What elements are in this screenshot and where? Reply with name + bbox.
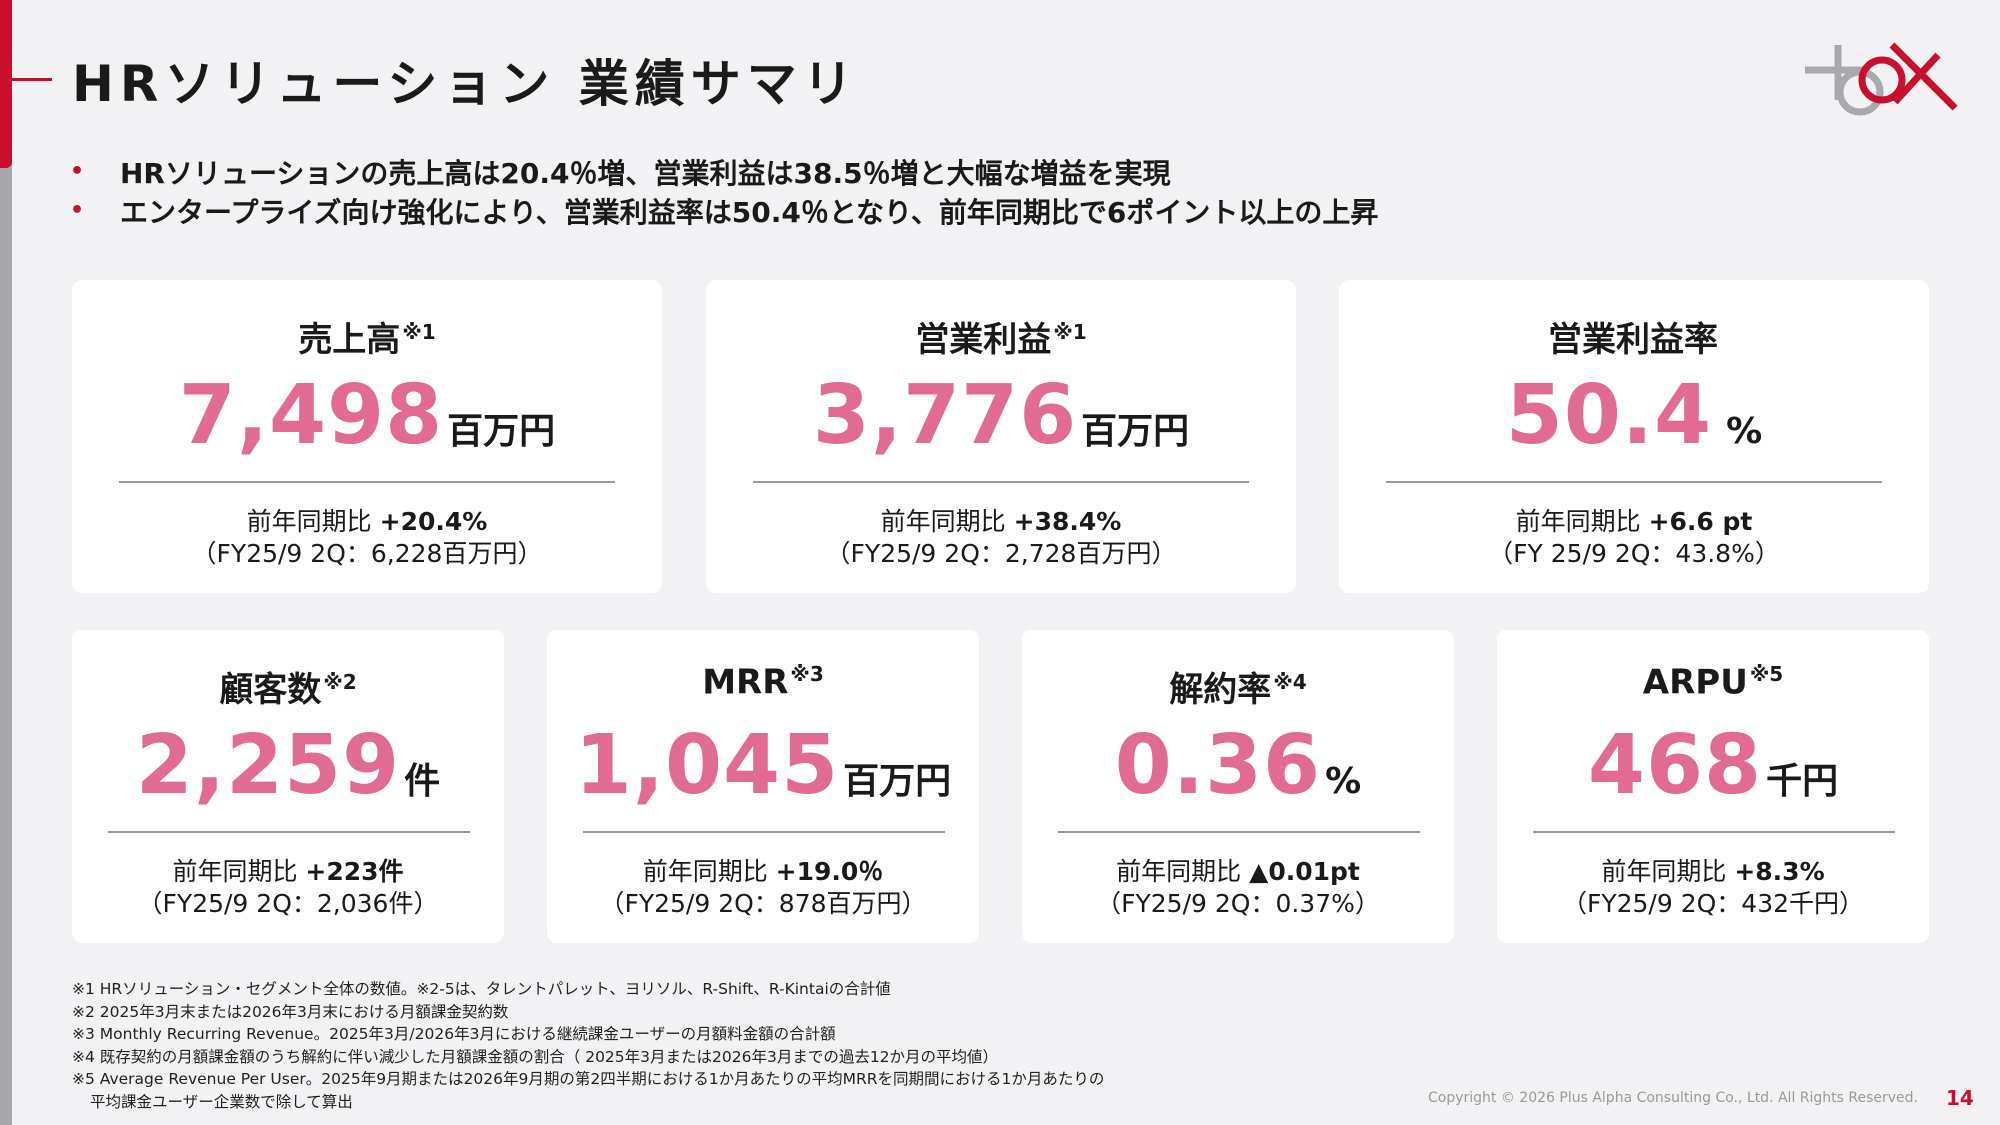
footnote: 平均課金ユーザー企業数で除して算出 — [90, 1092, 353, 1111]
card-yoy: 前年同期比 +223件 — [172, 857, 404, 886]
bullet-item: • エンタープライズ向け強化により、営業利益率は50.4％となり、前年同期比で6… — [70, 191, 1378, 230]
card-mrr: MRR ※3 1,045 百万円 前年同期比 +19.0％ （FY25/9 2Q：8… — [547, 630, 979, 943]
card-prev-period: （FY25/9 2Q：6,228百万円） — [191, 539, 543, 568]
bullet-item: • HRソリューションの売上高は20.4％増、営業利益は38.5％増と大幅な増益… — [70, 152, 1378, 191]
card-title: 顧客数 ※2 — [219, 669, 357, 710]
footnote: ※5 Average Revenue Per User。2025年9月期または2… — [72, 1070, 1105, 1088]
bullet-text: エンタープライズ向け強化により、営業利益率は50.4％となり、前年同期比で6ポイ… — [120, 195, 1379, 229]
card-yoy: 前年同期比 +20.4% — [246, 507, 488, 536]
card-value: 7,498 百万円 — [178, 368, 556, 463]
title-accent-line — [0, 78, 52, 81]
card-value: 2,259 件 — [135, 718, 441, 813]
card-value: 3,776 百万円 — [812, 368, 1190, 463]
card-prev-period: （FY25/9 2Q：2,728百万円） — [825, 539, 1177, 568]
card-title: 営業利益率 — [1548, 320, 1718, 360]
left-edge-accent — [0, 0, 12, 168]
card-divider — [1386, 481, 1882, 483]
card-prev-period: （FY25/9 2Q：432千円） — [1561, 889, 1865, 918]
card-operating-margin: 営業利益率 50.4% 前年同期比 +6.6 pt （FY 25/9 2Q：43… — [1339, 280, 1929, 593]
card-churn-rate: 解約率 ※4 0.36% 前年同期比 ▲0.01pt （FY25/9 2Q：0.3… — [1022, 630, 1454, 943]
footnote: ※1 HRソリューション・セグメント全体の数値。※2-5は、タレントパレット、ヨ… — [72, 980, 891, 998]
footnote: ※4 既存契約の月額課金額のうち解約に伴い減少した月額課金額の割合（ 2025年… — [72, 1047, 999, 1066]
card-value: 50.4% — [1505, 368, 1763, 463]
card-operating-profit: 営業利益 ※1 3,776 百万円 前年同期比 +38.4% （FY25/9 2Q：… — [706, 280, 1296, 593]
card-title: 解約率 ※4 — [1169, 669, 1307, 710]
card-prev-period: （FY25/9 2Q：878百万円） — [599, 889, 927, 918]
card-divider — [583, 831, 945, 833]
card-sales: 売上高 ※1 7,498 百万円 前年同期比 +20.4% （FY25/9 2Q：6… — [72, 280, 662, 593]
bullet-dot-icon: • — [70, 159, 85, 184]
card-prev-period: （FY25/9 2Q：2,036件） — [137, 889, 439, 918]
card-title: 売上高 ※1 — [298, 319, 436, 360]
card-yoy: 前年同期比 +6.6 pt — [1515, 507, 1753, 536]
card-divider — [1058, 831, 1420, 833]
card-title: ARPU ※5 — [1642, 662, 1784, 703]
card-divider — [119, 481, 615, 483]
summary-bullets: • HRソリューションの売上高は20.4％増、営業利益は38.5％増と大幅な増益… — [70, 152, 1378, 230]
card-yoy: 前年同期比 +19.0％ — [642, 857, 884, 886]
card-yoy: 前年同期比 +8.3% — [1601, 857, 1825, 886]
card-prev-period: （FY25/9 2Q：0.37%） — [1096, 889, 1380, 918]
card-value: 1,045 百万円 — [574, 718, 952, 813]
company-logo-icon — [1805, 42, 1958, 116]
card-customers: 顧客数 ※2 2,259 件 前年同期比 +223件 （FY25/9 2Q：2,03… — [72, 630, 504, 943]
copyright: Copyright © 2026 Plus Alpha Consulting C… — [1428, 1090, 1918, 1106]
card-yoy: 前年同期比 ▲0.01pt — [1116, 857, 1360, 886]
page-title: HRソリューション 業績サマリ — [72, 55, 859, 113]
card-title: MRR ※3 — [702, 662, 824, 703]
card-prev-period: （FY 25/9 2Q：43.8%） — [1488, 539, 1780, 568]
bullet-dot-icon: • — [70, 198, 85, 223]
card-value: 0.36% — [1114, 718, 1362, 813]
bullet-text: HRソリューションの売上高は20.4％増、営業利益は38.5％増と大幅な増益を実… — [120, 156, 1171, 190]
page-number: 14 — [1946, 1086, 1974, 1110]
card-divider — [753, 481, 1249, 483]
footnotes: ※1 HRソリューション・セグメント全体の数値。※2-5は、タレントパレット、ヨ… — [72, 978, 1104, 1113]
card-divider — [108, 831, 470, 833]
card-value: 468 千円 — [1587, 718, 1839, 813]
card-divider — [1533, 831, 1895, 833]
footnote: ※2 2025年3月末または2026年3月末における月額課金契約数 — [72, 1002, 509, 1021]
card-title: 営業利益 ※1 — [915, 319, 1087, 360]
footnote: ※3 Monthly Recurring Revenue。2025年3月/202… — [72, 1025, 836, 1043]
left-edge-bar — [0, 0, 12, 1125]
card-arpu: ARPU ※5 468 千円 前年同期比 +8.3% （FY25/9 2Q：432千… — [1497, 630, 1929, 943]
card-yoy: 前年同期比 +38.4% — [880, 507, 1122, 536]
